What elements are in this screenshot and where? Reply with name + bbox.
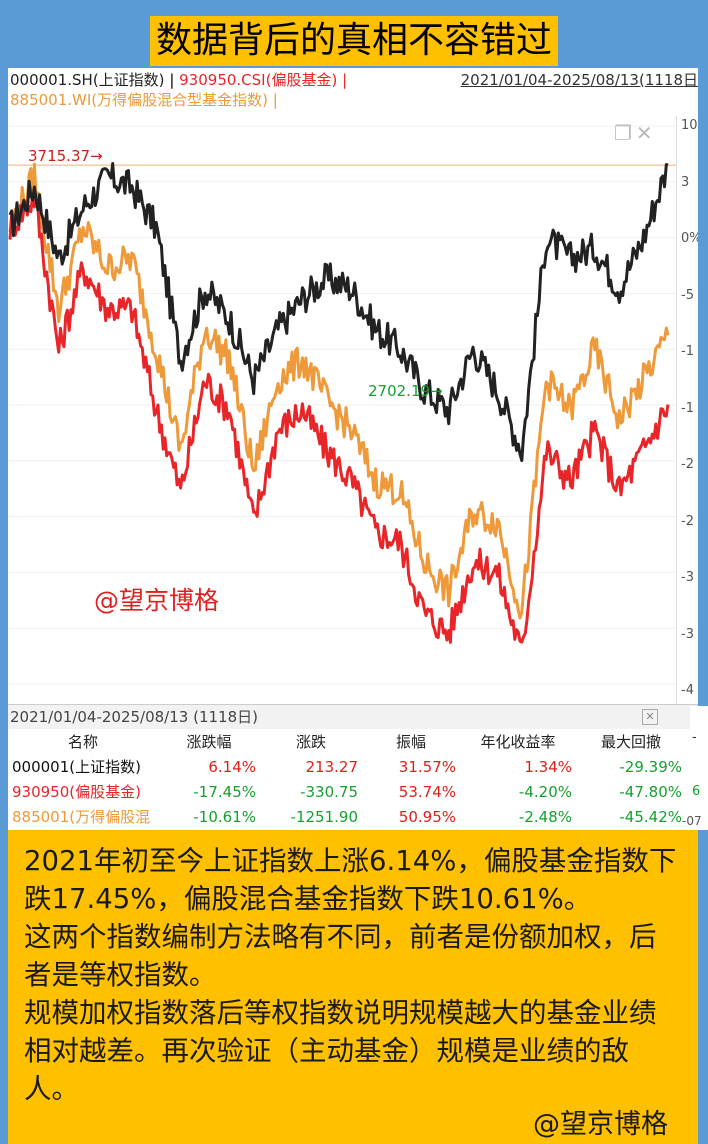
legend-line-1: 000001.SH(上证指数) | 930950.CSI(偏股基金) | [10,70,347,90]
legend-mixed[interactable]: 885001.WI(万得偏股混合型基金指数) [10,91,268,109]
low-annotation: 2702.19→ [368,382,443,400]
title-wrap: 数据背后的真相不容错过 [0,16,708,66]
window-controls-icon[interactable]: ❐✕ [614,121,657,145]
col-header-amp[interactable]: 振幅 [395,733,426,751]
axis-tick-label: -1 [681,344,694,359]
axis-tick-label: 0% [681,231,698,246]
axis-tick-label: -2 [681,457,694,472]
axis-tick-label: -5 [681,287,694,303]
table-row[interactable]: 930950(偏股基金) -17.45% -330.75 53.74% -4.2… [8,779,686,804]
row-pct: -17.45% [193,782,256,801]
row-amp: 50.95% [398,807,456,826]
axis-tick-label: 3 [681,174,690,190]
row-name: 000001(上证指数) [12,758,141,776]
stats-table: 名称 涨跌幅 涨跌 振幅 年化收益率 最大回撤 000001(上证指数) 6.1… [8,729,686,829]
commentary-paragraph: 这两个指数编制方法略有不同，前者是份额加权，后者是等权指数。 [24,921,657,991]
commentary-box: 2021年初至今上证指数上涨6.14%，偏股基金指数下跌17.45%，偏股混合基… [8,830,698,1144]
axis-tick-label: 10 [681,118,698,133]
right-axis: 10 3 0% -5 -1 -1 -2 -2 -3 -3 -4 [676,116,698,704]
series-line-fund[interactable] [8,194,670,644]
row-ann: 1.34% [524,757,572,776]
col-header-name[interactable]: 名称 [67,733,98,751]
legend-line-2: 885001.WI(万得偏股混合型基金指数) | [10,90,278,110]
table-row[interactable]: 000001(上证指数) 6.14% 213.27 31.57% 1.34% -… [8,754,686,779]
col-header-ann[interactable]: 年化收益率 [480,733,556,751]
legend-separator: | [337,71,348,89]
row-mdd: -45.42% [619,807,682,826]
side-label: 6 [692,784,701,799]
legend-separator: | [268,91,278,109]
col-header-chg[interactable]: 涨跌 [295,733,326,751]
row-chg: -330.75 [300,782,358,801]
col-header-mdd[interactable]: 最大回撤 [600,733,661,751]
signature: @望京博格 [533,1106,668,1144]
date-range[interactable]: 2021/01/04-2025/08/13(1118日 [460,71,698,89]
row-amp: 31.57% [398,757,456,776]
page-title: 数据背后的真相不容错过 [149,16,558,66]
commentary-paragraph: 规模加权指数落后等权指数说明规模越大的基金业绩相对越差。再次验证（主动基金）规模… [24,997,657,1105]
series-line-shanghai[interactable] [8,162,669,463]
legend-sh[interactable]: 000001.SH(上证指数) [10,71,165,89]
legend-separator: | [164,71,180,89]
watermark: @望京博格 [94,586,220,615]
row-chg: -1251.90 [290,807,358,826]
side-label: -07 [682,814,702,828]
table-row[interactable]: 885001(万得偏股混 -10.61% -1251.90 50.95% -2.… [8,804,686,829]
row-name: 885001(万得偏股混 [12,808,151,826]
row-amp: 53.74% [398,782,456,801]
row-mdd: -47.80% [619,782,682,801]
commentary-paragraph: 2021年初至今上证指数上涨6.14%，偏股基金指数下跌17.45%，偏股混合基… [24,845,677,915]
series-line-mixed[interactable] [8,162,670,620]
stats-date-range: 2021/01/04-2025/08/13 (1118日) [10,708,258,726]
line-chart[interactable]: 3715.37→ 2702.19→ [8,116,676,704]
axis-tick-label: -3 [681,570,694,585]
chart-panel: 000001.SH(上证指数) | 930950.CSI(偏股基金) | 885… [8,68,698,830]
row-pct: 6.14% [208,757,256,776]
axis-tick-label: -3 [681,626,694,642]
close-icon[interactable]: ✕ [642,709,658,725]
row-name: 930950(偏股基金) [12,783,141,801]
high-annotation: 3715.37→ [28,147,103,165]
row-ann: -2.48% [518,807,572,826]
axis-tick-label: -2 [681,513,694,529]
stats-header: 2021/01/04-2025/08/13 (1118日) ✕ [8,705,698,729]
stats-header-row: 名称 涨跌幅 涨跌 振幅 年化收益率 最大回撤 [8,729,686,754]
side-label: - [692,730,697,745]
row-mdd: -29.39% [619,757,682,776]
row-ann: -4.20% [518,782,572,801]
row-pct: -10.61% [193,807,256,826]
col-header-pct[interactable]: 涨跌幅 [186,733,232,751]
side-strip: - 6 -07 [682,706,708,830]
axis-tick-label: -4 [681,683,694,698]
row-chg: 213.27 [305,757,359,776]
axis-tick-label: -1 [681,400,694,416]
stats-panel: 2021/01/04-2025/08/13 (1118日) ✕ 名称 涨跌幅 涨… [8,704,698,830]
legend-fund[interactable]: 930950.CSI(偏股基金) [179,71,338,89]
